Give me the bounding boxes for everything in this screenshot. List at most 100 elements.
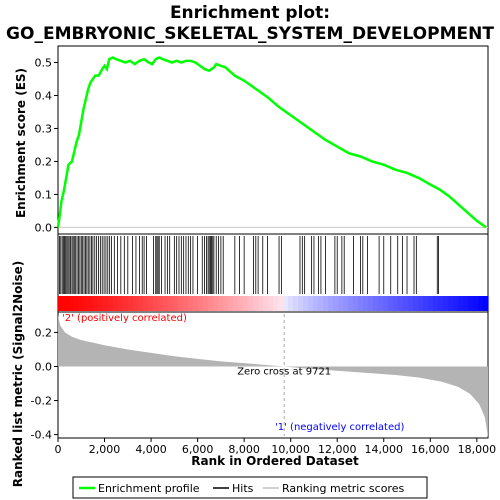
metric-panel: -0.4 -0.2 0.0 0.2 '2' (positively correlate… <box>11 261 489 487</box>
color-bar-segment <box>113 296 119 311</box>
color-bar-segment <box>408 296 414 311</box>
color-bar-segment <box>193 296 199 311</box>
color-bar-segment <box>363 296 369 311</box>
color-bar-segment <box>68 296 74 311</box>
color-bar-segment <box>143 296 149 311</box>
color-bar-segment <box>83 296 89 311</box>
color-bar-segment <box>253 296 259 311</box>
x-tick-label: 18,000 <box>458 443 497 456</box>
color-bar-segment <box>433 296 439 311</box>
color-bar-segment <box>308 296 314 311</box>
color-bar-segment <box>313 296 319 311</box>
color-bar-segment <box>448 296 454 311</box>
color-bar-segment <box>473 296 479 311</box>
color-bar-segment <box>183 296 189 311</box>
color-bar-segment <box>483 296 489 311</box>
color-bar-segment <box>443 296 449 311</box>
color-bar-segment <box>438 296 444 311</box>
legend-hits-label: Hits <box>232 482 254 495</box>
es-y-tick-label: 0.4 <box>35 89 53 102</box>
color-bar-segment <box>123 296 129 311</box>
color-bar-segment <box>293 296 299 311</box>
color-bar-segment <box>63 296 69 311</box>
x-tick-label: 8,000 <box>228 443 260 456</box>
x-axis-ticks: 0 2,000 4,000 6,000 8,000 10,000 12,000 14,000 1… <box>55 438 497 456</box>
es-y-tick-label: 0.3 <box>35 122 53 135</box>
metric-y-tick-label: 0.2 <box>35 326 53 339</box>
color-bar-segment <box>228 296 234 311</box>
color-bar-segment <box>383 296 389 311</box>
color-bar-segment <box>413 296 419 311</box>
es-panel: 0.0 0.1 0.2 0.3 0.4 0.5 Enrichment score (ES) <box>14 45 489 235</box>
color-bar-segment <box>338 296 344 311</box>
legend-enrichment-profile-label: Enrichment profile <box>98 482 200 495</box>
color-bar-segment <box>188 296 194 311</box>
x-tick-label: 0 <box>55 443 62 456</box>
color-bar-segment <box>418 296 424 311</box>
chart-title-line1: Enrichment plot: <box>170 3 330 23</box>
metric-y-tick-label: -0.4 <box>31 429 52 442</box>
positive-correlation-label: '2' (positively correlated) <box>62 313 187 324</box>
color-bar-segment <box>303 296 309 311</box>
color-bar-segment <box>263 296 269 311</box>
color-bar-segment <box>278 296 284 311</box>
color-bar-segment <box>153 296 159 311</box>
es-y-tick-label: 0.0 <box>35 221 53 234</box>
color-bar-segment <box>258 296 264 311</box>
color-bar-segment <box>463 296 469 311</box>
color-bar-segment <box>163 296 169 311</box>
hit-marks <box>58 236 439 294</box>
color-bar-segment <box>318 296 324 311</box>
color-bar-segment <box>93 296 99 311</box>
color-bar-segment <box>373 296 379 311</box>
es-y-tick-label: 0.2 <box>35 155 53 168</box>
color-bar-segment <box>223 296 229 311</box>
x-tick-label: 2,000 <box>89 443 121 456</box>
color-bar-segment <box>428 296 434 311</box>
color-bar-segment <box>243 296 249 311</box>
color-bar-segment <box>208 296 214 311</box>
es-y-axis-label: Enrichment score (ES) <box>14 68 28 218</box>
color-bar-segment <box>458 296 464 311</box>
legend-box <box>72 476 428 499</box>
metric-y-ticks: -0.4 -0.2 0.0 0.2 <box>31 326 58 442</box>
color-bar-segment <box>333 296 339 311</box>
color-bar-segment <box>198 296 204 311</box>
color-bar-segment <box>233 296 239 311</box>
color-bar-segment <box>58 296 64 311</box>
color-bar-segment <box>423 296 429 311</box>
color-bar-segment <box>478 296 484 311</box>
color-bar-segment <box>158 296 164 311</box>
color-bar-segment <box>173 296 179 311</box>
color-bar-segment <box>248 296 254 311</box>
color-bar-segment <box>468 296 474 311</box>
color-bar-segment <box>73 296 79 311</box>
hits-panel <box>57 233 489 313</box>
color-bar-segment <box>88 296 94 311</box>
color-bar-segment <box>128 296 134 311</box>
color-bar-segment <box>343 296 349 311</box>
color-bar-segment <box>148 296 154 311</box>
x-axis-label: Rank in Ordered Dataset <box>191 454 359 468</box>
color-bar-segment <box>273 296 279 311</box>
color-bar-segment <box>358 296 364 311</box>
color-bar-segment <box>283 296 289 311</box>
color-bar-segment <box>268 296 274 311</box>
color-bar-segment <box>118 296 124 311</box>
color-bar-segment <box>453 296 459 311</box>
color-bar-segment <box>288 296 294 311</box>
ranking-color-bar <box>58 296 489 311</box>
x-tick-label: 10,000 <box>271 443 310 456</box>
legend-ranking-metric-label: Ranking metric scores <box>282 482 404 495</box>
color-bar-segment <box>393 296 399 311</box>
color-bar-segment <box>178 296 184 311</box>
color-bar-segment <box>168 296 174 311</box>
es-panel-frame <box>57 45 489 235</box>
color-bar-segment <box>398 296 404 311</box>
color-bar-segment <box>328 296 334 311</box>
es-y-tick-label: 0.1 <box>35 188 53 201</box>
x-tick-label: 6,000 <box>182 443 214 456</box>
color-bar-segment <box>133 296 139 311</box>
color-bar-segment <box>348 296 354 311</box>
x-tick-label: 16,000 <box>411 443 450 456</box>
